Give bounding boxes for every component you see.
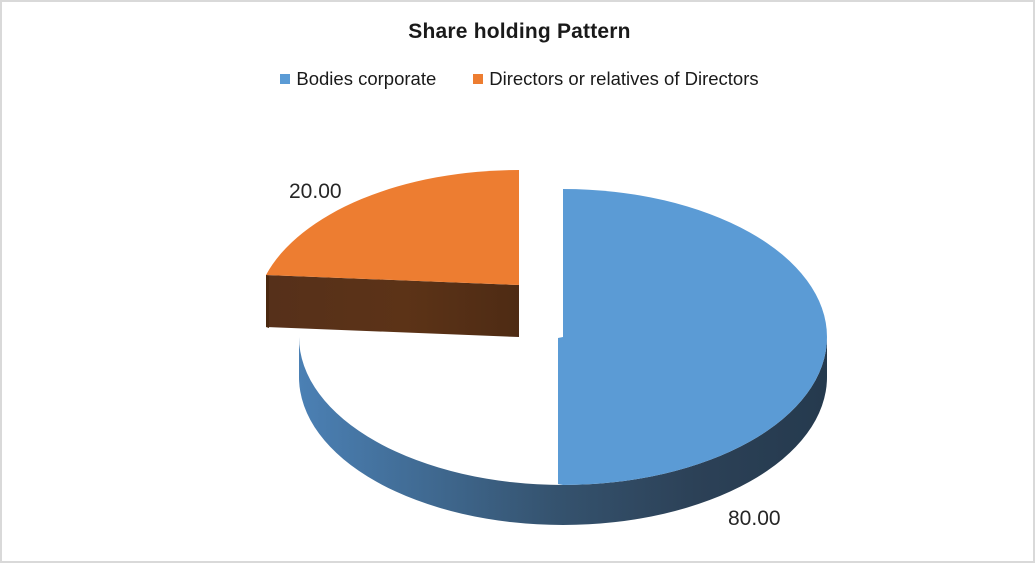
chart-title: Share holding Pattern bbox=[408, 20, 631, 43]
data-label-directors: 20.00 bbox=[289, 180, 342, 203]
pie-slice-bodies-corporate[interactable] bbox=[299, 189, 827, 525]
pie-slice-orange-side bbox=[266, 275, 519, 337]
chart-legend: Bodies corporate Directors or relatives … bbox=[2, 68, 1035, 90]
pie-slice-orange-cap bbox=[266, 275, 269, 328]
legend-item-directors[interactable]: Directors or relatives of Directors bbox=[473, 68, 759, 90]
legend-item-label: Bodies corporate bbox=[296, 68, 437, 89]
legend-item-bodies-corporate[interactable]: Bodies corporate bbox=[280, 68, 436, 90]
data-label-bodies-corporate: 80.00 bbox=[728, 507, 781, 530]
legend-item-label: Directors or relatives of Directors bbox=[489, 68, 759, 89]
legend-swatch-icon bbox=[473, 74, 484, 84]
pie-slice-orange-top bbox=[266, 169, 519, 285]
pie-slice-directors[interactable] bbox=[266, 169, 519, 337]
legend-swatch-icon bbox=[280, 74, 291, 84]
pie-slice-blue-side bbox=[299, 337, 827, 525]
pie-slice-blue-notch bbox=[558, 337, 563, 485]
pie-slice-blue-top bbox=[563, 189, 827, 485]
